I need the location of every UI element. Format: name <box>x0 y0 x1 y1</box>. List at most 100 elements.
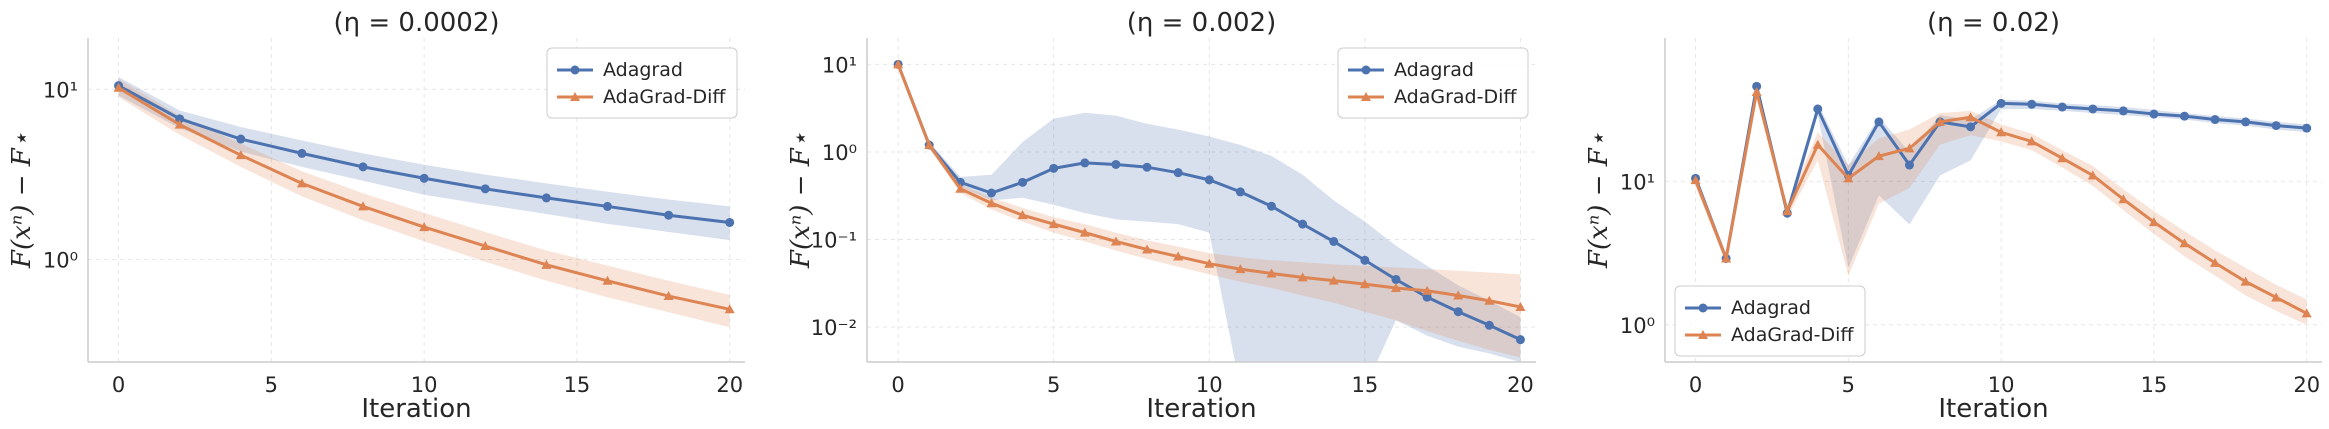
data-point-adagrad <box>1235 187 1245 197</box>
data-point-adagrad-diff <box>893 59 904 69</box>
plot-area <box>893 59 1526 362</box>
data-point-adagrad-diff <box>924 140 935 150</box>
data-point-adagrad <box>2118 106 2128 116</box>
x-tick-label: 15 <box>2141 373 2168 397</box>
y-tick-label: 10⁻¹ <box>811 229 857 253</box>
data-point-adagrad <box>236 134 246 144</box>
x-tick-label: 15 <box>564 373 591 397</box>
data-point-adagrad-diff <box>1484 295 1495 305</box>
data-point-adagrad <box>541 193 551 203</box>
data-point-adagrad <box>1329 237 1339 247</box>
data-point-adagrad-diff <box>1690 175 1701 185</box>
data-point-adagrad-diff <box>1904 143 1915 153</box>
confidence-band-adagrad <box>1695 82 2307 268</box>
data-point-adagrad-diff <box>1935 116 1946 126</box>
data-point-adagrad-diff <box>2210 257 2221 267</box>
chart-panel-3: 0 5 10 15 20 10⁰ 10¹ (η = 0.02) Iteration F(xⁿ) −… <box>1584 8 2322 424</box>
legend-marker-adagrad-diff <box>570 92 580 101</box>
x-tick-label: 5 <box>1842 373 1855 397</box>
data-point-adagrad <box>1267 201 1277 211</box>
data-point-adagrad-diff <box>1048 219 1059 229</box>
data-point-adagrad <box>664 210 674 220</box>
data-point-adagrad-diff <box>2240 276 2251 286</box>
data-point-adagrad <box>1515 335 1525 345</box>
chart-panel-2: 0 5 10 15 20 10⁻² 10⁻¹ 10⁰ 10¹ (η = 0.002) Iterati… <box>786 8 1536 424</box>
data-point-adagrad-diff <box>2271 292 2282 302</box>
chart-title: (η = 0.0002) <box>333 8 499 38</box>
legend: Adagrad AdaGrad-Diff <box>546 47 738 119</box>
legend-label-adagrad-diff: AdaGrad-Diff <box>603 86 726 108</box>
data-point-adagrad <box>2179 111 2189 121</box>
data-point-adagrad-diff <box>1873 151 1884 161</box>
legend: Adagrad AdaGrad-Diff <box>1674 285 1866 357</box>
data-point-adagrad <box>1874 117 1884 127</box>
data-point-adagrad-diff <box>1453 290 1464 300</box>
confidence-band-adagrad <box>118 77 730 241</box>
legend-marker-adagrad <box>1698 303 1708 313</box>
legend-marker-adagrad-diff <box>1698 330 1708 339</box>
data-point-adagrad <box>2149 109 2159 119</box>
plot-area <box>113 77 735 328</box>
plot-area <box>1690 81 2312 325</box>
data-point-adagrad <box>2088 104 2098 114</box>
y-axis-label: F(xⁿ) − F⋆ <box>7 132 37 269</box>
data-point-adagrad-diff <box>296 178 307 188</box>
data-point-adagrad <box>175 114 185 124</box>
data-point-adagrad-diff <box>1297 272 1308 282</box>
x-axis-label: Iteration <box>1146 394 1256 424</box>
data-point-adagrad-diff <box>1422 285 1433 295</box>
x-axis-label: Iteration <box>1938 394 2048 424</box>
data-point-adagrad-diff <box>1110 236 1121 246</box>
x-tick-label: 0 <box>891 373 904 397</box>
y-axis-label: F(xⁿ) − F⋆ <box>786 132 816 269</box>
data-point-adagrad-diff <box>235 150 246 160</box>
data-point-adagrad <box>2241 117 2251 127</box>
data-point-adagrad <box>1018 177 1028 187</box>
data-point-adagrad <box>1391 274 1401 284</box>
data-point-adagrad-diff <box>174 119 185 129</box>
data-point-adagrad-diff <box>2057 153 2068 163</box>
data-point-adagrad-diff <box>1782 206 1793 216</box>
legend-label-adagrad-diff: AdaGrad-Diff <box>1731 324 1854 346</box>
data-point-adagrad-diff <box>2118 194 2129 204</box>
data-point-adagrad-diff <box>1721 253 1732 263</box>
data-point-adagrad-diff <box>1079 227 1090 237</box>
data-point-adagrad <box>602 201 612 211</box>
legend-label-adagrad: Adagrad <box>603 59 683 81</box>
data-point-adagrad-diff <box>1142 244 1153 254</box>
data-point-adagrad-diff <box>1390 282 1401 292</box>
legend-marker-adagrad <box>1361 65 1371 75</box>
data-point-adagrad-diff <box>1017 210 1028 220</box>
data-point-adagrad-diff <box>1328 275 1339 285</box>
y-tick-label: 10⁰ <box>1620 314 1655 338</box>
data-point-adagrad <box>2027 99 2037 109</box>
data-point-adagrad <box>1422 292 1432 302</box>
data-point-adagrad-diff <box>2148 217 2159 227</box>
x-tick-label: 10 <box>411 373 438 397</box>
x-tick-label: 10 <box>1988 373 2015 397</box>
data-point-adagrad-diff <box>986 198 997 208</box>
x-tick-label: 20 <box>2293 373 2320 397</box>
legend-label-adagrad-diff: AdaGrad-Diff <box>1394 86 1517 108</box>
data-point-adagrad <box>1142 162 1152 172</box>
data-point-adagrad-diff <box>419 222 430 232</box>
data-point-adagrad-diff <box>1173 251 1184 261</box>
data-point-adagrad-diff <box>1515 301 1526 311</box>
chart-title: (η = 0.02) <box>1927 8 2060 38</box>
x-tick-label: 5 <box>265 373 278 397</box>
data-point-adagrad <box>1049 163 1059 173</box>
data-point-adagrad-diff <box>2026 136 2037 146</box>
y-tick-label: 10⁰ <box>822 141 857 165</box>
chart-panel-1: 0 5 10 15 20 10⁰ 10¹ (η = 0.0002) Iteration F(xⁿ)… <box>7 8 745 424</box>
data-point-adagrad-diff <box>663 291 674 301</box>
confidence-band-adagrad-diff <box>1695 87 2307 325</box>
data-point-adagrad-diff <box>541 259 552 269</box>
data-point-adagrad <box>1484 320 1494 330</box>
data-point-adagrad-diff <box>1996 127 2007 137</box>
y-tick-label: 10¹ <box>43 78 78 102</box>
data-point-adagrad <box>1360 255 1370 265</box>
legend: Adagrad AdaGrad-Diff <box>1337 47 1529 119</box>
data-point-adagrad <box>1904 160 1914 170</box>
data-point-adagrad-diff <box>1235 264 1246 274</box>
